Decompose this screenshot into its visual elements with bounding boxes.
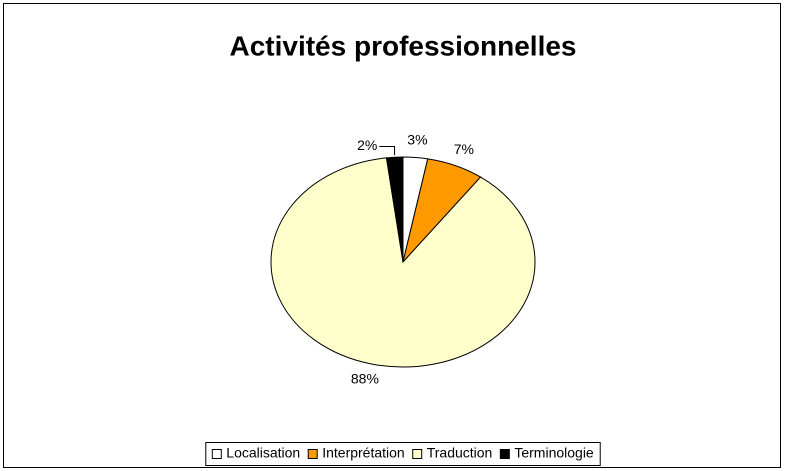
legend-swatch	[412, 449, 423, 459]
legend: Localisation Interprétation Traduction Term…	[205, 442, 601, 466]
pie-slice	[385, 156, 404, 263]
data-label: 3%	[407, 131, 427, 147]
legend-swatch	[307, 449, 318, 459]
legend-label: Interprétation	[322, 445, 405, 461]
legend-swatch	[499, 449, 510, 459]
chart-title: Activités professionnelles	[229, 30, 576, 61]
leader-line	[379, 145, 396, 156]
data-label: 2%	[357, 137, 377, 153]
legend-label: Localisation	[226, 445, 300, 461]
legend-swatch	[211, 449, 222, 459]
data-label: 7%	[454, 141, 474, 157]
legend-label: Terminologie	[514, 445, 594, 461]
legend-label: Traduction	[427, 445, 493, 461]
legend-box	[205, 442, 601, 466]
data-label: 88%	[351, 371, 379, 387]
pie-slice	[270, 157, 536, 368]
